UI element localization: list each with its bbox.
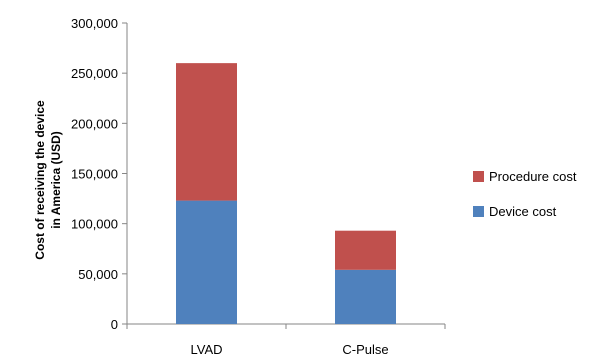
legend-swatch xyxy=(473,206,484,217)
y-tick-label: 100,000 xyxy=(71,217,118,232)
legend: Procedure cost Device cost xyxy=(473,169,577,219)
y-tick-label: 50,000 xyxy=(78,267,118,282)
y-tick-label: 200,000 xyxy=(71,116,118,131)
bar-lvad-device-cost xyxy=(176,200,237,324)
y-tick-label: 300,000 xyxy=(71,16,118,31)
y-tick-label: 0 xyxy=(111,317,118,332)
x-axis: LVAD C-Pulse xyxy=(126,323,446,357)
bar-lvad-procedure-cost xyxy=(176,63,237,201)
bars xyxy=(176,63,396,324)
bar-c-pulse-procedure-cost xyxy=(335,230,396,270)
legend-label: Device cost xyxy=(489,204,557,219)
y-tick-label: 150,000 xyxy=(71,167,118,182)
legend-label: Procedure cost xyxy=(489,169,577,184)
y-tick-label: 250,000 xyxy=(71,66,118,81)
y-axis-title-line-1: Cost of receiving the device xyxy=(33,100,47,260)
y-axis-title-line-2: in America (USD) xyxy=(49,131,63,229)
bar-c-pulse-device-cost xyxy=(335,269,396,324)
legend-swatch xyxy=(473,171,484,182)
y-axis: 0 50,000 100,000 150,000 200,000 250,000 300,0… xyxy=(71,16,128,332)
x-tick-label: LVAD xyxy=(190,342,222,357)
x-tick-label: C-Pulse xyxy=(342,342,388,357)
